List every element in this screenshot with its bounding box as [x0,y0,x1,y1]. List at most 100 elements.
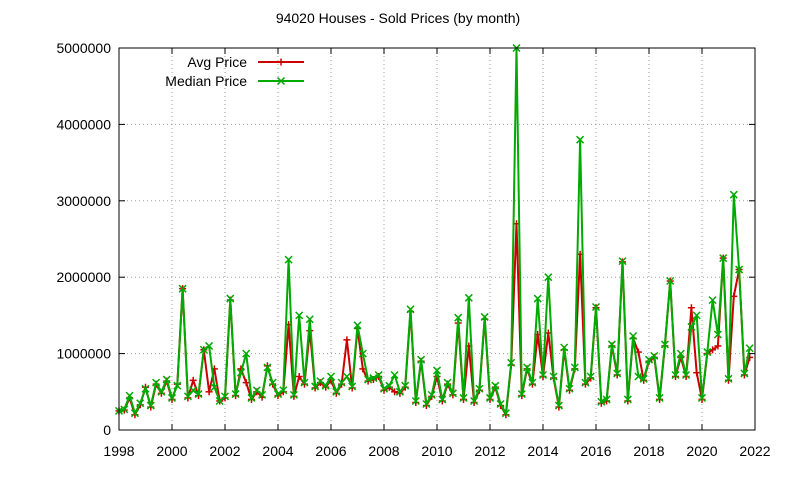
marker-stroke [480,312,489,321]
marker-stroke [682,370,691,380]
marker-stroke [120,405,129,414]
marker-stroke [263,363,272,372]
marker-stroke [470,396,479,405]
marker-stroke [438,395,447,404]
data-point-median-price [263,363,272,372]
data-point-median-price [157,387,166,396]
data-point-median-price [703,348,712,357]
marker-stroke [639,374,648,383]
data-point-median-price [173,381,182,390]
data-point-median-price [268,378,277,387]
data-point-median-price [162,375,171,384]
data-point-median-price [141,384,150,393]
marker-stroke [597,397,606,406]
marker-stroke [210,383,219,392]
x-tick-label: 2016 [580,443,611,459]
legend-label-avg-price: Avg Price [187,54,247,70]
marker-stroke [565,384,574,393]
x-tick-label: 2008 [368,443,399,459]
legend: Avg Price Median Price [165,54,304,89]
data-point-median-price [485,393,495,402]
data-point-median-price [358,349,367,358]
marker-stroke [289,390,298,399]
data-point-median-price [321,381,330,390]
x-tick-label: 2020 [686,443,717,459]
marker-stroke [369,374,378,383]
marker-stroke [607,340,616,349]
marker-stroke [173,381,182,390]
data-point-median-price [682,370,691,380]
marker-stroke [130,409,139,418]
marker-stroke [729,190,738,199]
data-point-median-price [666,276,675,286]
marker-stroke [454,313,463,322]
series-median-price [114,43,754,418]
x-tick-label: 2002 [209,443,240,459]
data-point-median-price [369,374,378,383]
data-point-median-price [178,284,187,293]
marker-stroke [390,370,399,380]
marker-stroke [724,374,733,383]
marker-stroke [422,399,431,409]
data-point-median-price [385,381,394,390]
data-point-median-price [295,311,304,320]
data-point-median-price [607,340,616,349]
marker-stroke [136,399,145,408]
data-point-median-price [226,294,235,303]
marker-stroke [464,293,473,302]
y-tick-label: 4000000 [56,116,111,132]
marker-stroke [374,370,383,380]
marker-stroke [687,322,696,331]
data-point-median-price [342,372,351,381]
marker-stroke [385,381,394,390]
marker-stroke [432,366,442,375]
series-layer [114,43,754,419]
marker-stroke [326,372,336,381]
marker-stroke [125,391,134,400]
data-point-median-price [379,384,389,393]
marker-stroke [448,389,457,398]
data-point-median-price [220,392,230,401]
data-point-median-price [523,363,532,372]
data-point-median-price [422,399,431,409]
data-point-median-price [533,294,542,303]
marker-stroke [719,254,728,263]
data-point-median-price [724,374,733,383]
marker-stroke [401,381,410,390]
marker-stroke [242,349,251,358]
data-point-avg-price [295,373,303,381]
data-point-median-price [454,313,463,322]
data-point-median-price [459,393,468,402]
x-tick-label: 2000 [156,443,187,459]
data-point-median-price [130,409,139,418]
marker-stroke [735,265,744,274]
data-point-median-price [644,355,654,364]
y-tick-label: 0 [103,422,111,438]
data-point-median-price [528,378,537,387]
marker-stroke [517,390,526,399]
data-point-median-price [650,351,659,360]
data-point-median-price [639,374,648,383]
data-point-median-price [279,386,288,395]
data-point-median-price [538,370,548,380]
marker-stroke [411,396,420,405]
data-point-median-price [194,390,203,399]
data-point-median-price [199,345,208,354]
data-point-median-price [544,273,553,282]
data-point-median-price [406,305,415,314]
marker-stroke [146,401,155,410]
data-point-median-price [236,368,245,377]
marker-stroke [167,393,177,402]
data-point-median-price [660,340,669,349]
data-point-median-price [576,135,585,144]
data-point-median-price [729,190,738,199]
marker-stroke [676,349,685,358]
data-point-median-price [242,349,251,358]
data-point-median-price [597,397,606,406]
marker-stroke [152,378,161,387]
data-point-median-price [740,369,749,378]
marker-stroke [618,257,627,266]
y-tick-label: 2000000 [56,269,111,285]
marker-stroke [276,76,286,86]
data-point-median-price [475,384,484,393]
